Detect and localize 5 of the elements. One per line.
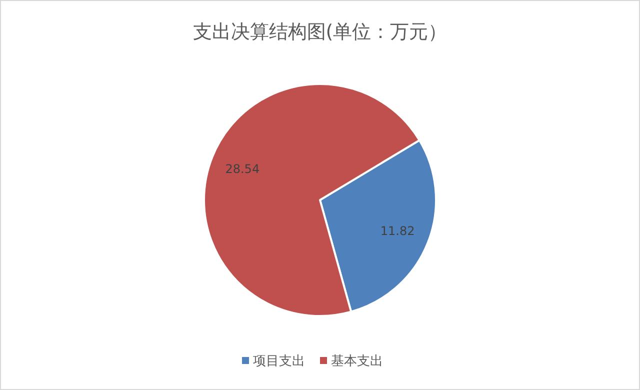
legend-label: 项目支出 — [253, 354, 305, 369]
data-label: 11.82 — [380, 224, 415, 238]
legend-label: 基本支出 — [331, 354, 383, 369]
data-label: 28.54 — [225, 162, 260, 176]
chart-title: 支出决算结构图(单位：万元） — [192, 21, 448, 43]
